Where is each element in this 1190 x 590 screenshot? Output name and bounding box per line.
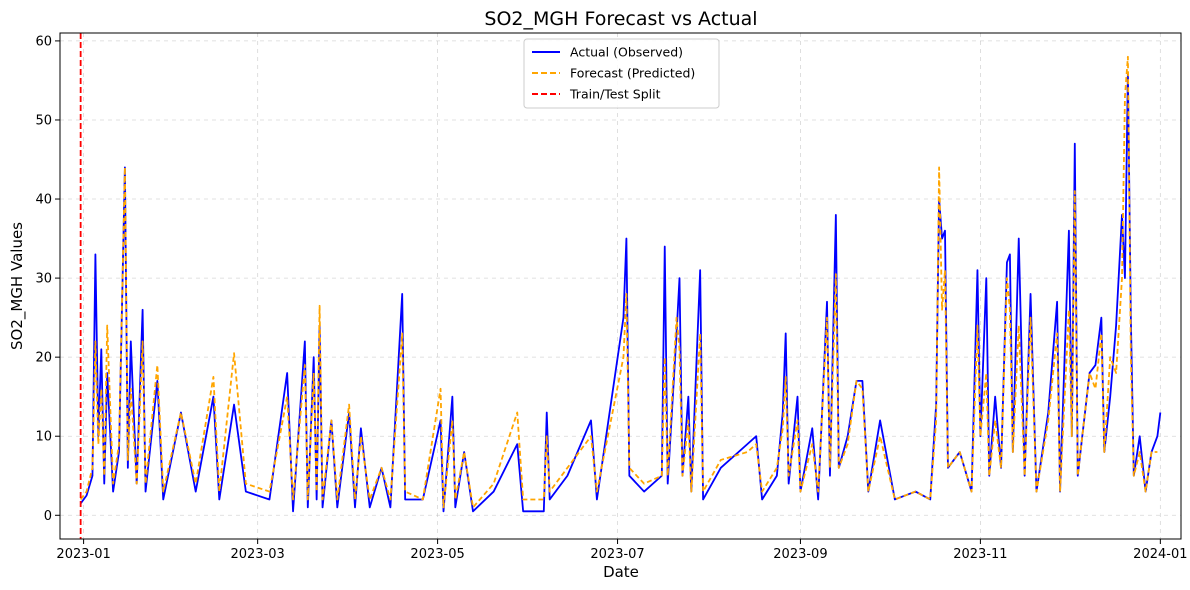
chart-title: SO2_MGH Forecast vs Actual [484, 8, 757, 30]
legend-box [523, 38, 720, 109]
legend-label-split: Train/Test Split [569, 87, 661, 102]
x-tick-label: 2023-11 [953, 547, 1007, 562]
y-tick-label: 40 [35, 193, 52, 208]
legend-label-actual: Actual (Observed) [570, 45, 683, 60]
x-ticks: 2023-01 2023-03 2023-05 2023-07 2023-09 2023-… [56, 539, 1188, 562]
y-tick-label: 60 [35, 34, 52, 49]
y-tick-label: 30 [35, 272, 52, 287]
actual-series-line [79, 71, 1162, 513]
series-layer [79, 55, 1162, 513]
legend-label-forecast: Forecast (Predicted) [570, 66, 695, 81]
y-axis-label: SO2_MGH Values [8, 222, 27, 350]
y-tick-label: 20 [35, 351, 52, 366]
x-tick-label: 2024-01 [1133, 547, 1187, 562]
x-axis-label: Date [603, 563, 639, 581]
y-ticks: 0 10 20 30 40 50 60 [35, 34, 60, 524]
x-tick-label: 2023-07 [590, 547, 644, 562]
y-tick-label: 50 [35, 113, 52, 128]
gridlines [60, 33, 1181, 539]
plot-frame [59, 32, 1182, 540]
y-tick-label: 10 [35, 430, 52, 445]
x-tick-label: 2023-03 [230, 547, 284, 562]
legend: Actual (Observed) Forecast (Predicted) T… [523, 38, 720, 109]
x-tick-label: 2023-01 [56, 547, 110, 562]
x-tick-label: 2023-05 [410, 547, 464, 562]
forecast-series-line [79, 55, 1158, 509]
x-tick-label: 2023-09 [773, 547, 827, 562]
y-tick-label: 0 [44, 509, 52, 524]
